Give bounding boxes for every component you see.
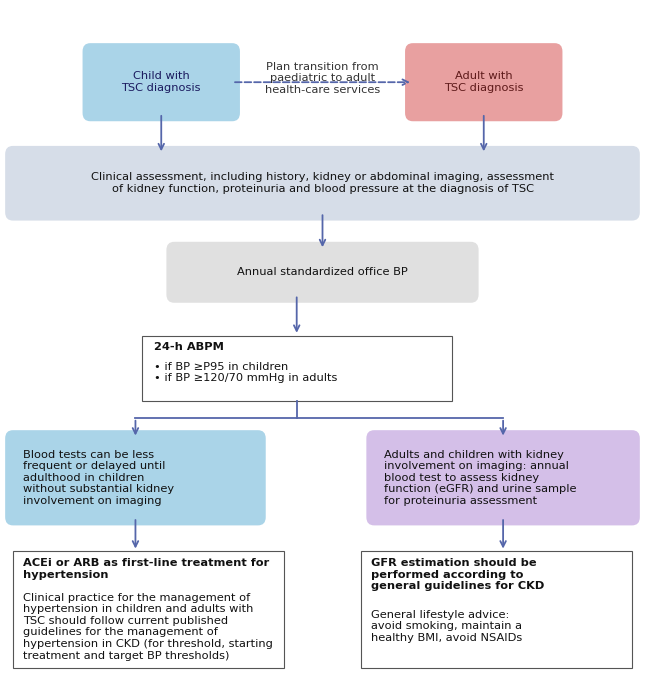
Text: ACEi or ARB as first-line treatment for
hypertension: ACEi or ARB as first-line treatment for … bbox=[23, 558, 269, 580]
Text: Adult with
TSC diagnosis: Adult with TSC diagnosis bbox=[444, 71, 524, 93]
Text: Adults and children with kidney
involvement on imaging: annual
blood test to ass: Adults and children with kidney involvem… bbox=[384, 449, 576, 506]
Bar bbox=[13, 551, 284, 668]
FancyBboxPatch shape bbox=[366, 430, 640, 525]
FancyBboxPatch shape bbox=[83, 43, 240, 121]
Text: Plan transition from
paediatric to adult
health-care services: Plan transition from paediatric to adult… bbox=[265, 62, 380, 95]
Bar bbox=[142, 336, 452, 401]
FancyBboxPatch shape bbox=[5, 430, 266, 525]
Text: Clinical assessment, including history, kidney or abdominal imaging, assessment
: Clinical assessment, including history, … bbox=[91, 173, 554, 194]
Text: General lifestyle advice:
avoid smoking, maintain a
healthy BMI, avoid NSAIDs: General lifestyle advice: avoid smoking,… bbox=[371, 610, 522, 643]
Text: Child with
TSC diagnosis: Child with TSC diagnosis bbox=[121, 71, 201, 93]
FancyBboxPatch shape bbox=[166, 242, 479, 303]
Text: Annual standardized office BP: Annual standardized office BP bbox=[237, 267, 408, 277]
Text: 24-h ABPM: 24-h ABPM bbox=[154, 342, 223, 353]
FancyBboxPatch shape bbox=[5, 146, 640, 221]
Text: GFR estimation should be
performed according to
general guidelines for CKD: GFR estimation should be performed accor… bbox=[371, 558, 544, 591]
Text: Blood tests can be less
frequent or delayed until
adulthood in children
without : Blood tests can be less frequent or dela… bbox=[23, 449, 174, 506]
Text: Clinical practice for the management of
hypertension in children and adults with: Clinical practice for the management of … bbox=[23, 593, 272, 660]
Text: • if BP ≥P95 in children
• if BP ≥120/70 mmHg in adults: • if BP ≥P95 in children • if BP ≥120/70… bbox=[154, 362, 337, 384]
Bar bbox=[361, 551, 632, 668]
FancyBboxPatch shape bbox=[405, 43, 562, 121]
